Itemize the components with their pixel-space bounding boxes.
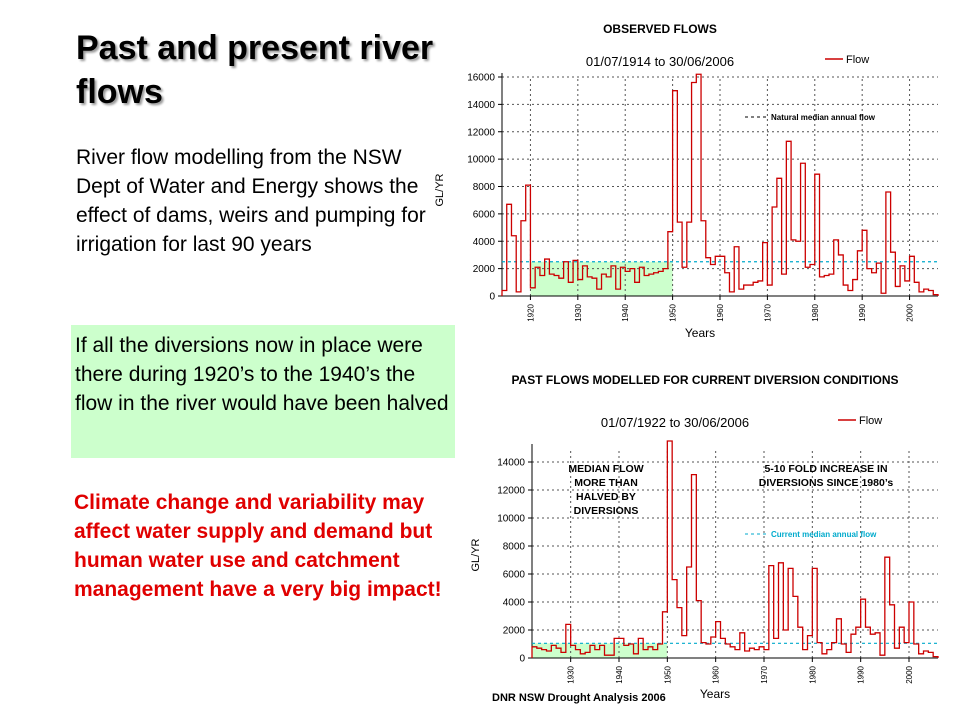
chart2-x-tick-label: 1960 <box>712 665 721 683</box>
chart2-x-tick-label: 1970 <box>760 665 769 683</box>
chart1-x-tick-label: 1990 <box>858 303 867 321</box>
diversion-callout-text: If all the diversions now in place were … <box>75 334 449 415</box>
chart1-y-tick-label: 14000 <box>467 100 495 111</box>
chart2-x-tick-label: 1950 <box>663 665 672 683</box>
chart1-x-tick-label: 1930 <box>574 303 583 321</box>
chart1-x-tick-label: 1940 <box>621 303 630 321</box>
chart2-y-tick-label: 8000 <box>503 542 526 553</box>
chart1-legend-median-label: Natural median annual flow <box>771 113 876 122</box>
chart2-xlabel: Years <box>700 687 730 701</box>
diversion-callout: If all the diversions now in place were … <box>71 325 455 458</box>
chart2-y-tick-label: 6000 <box>503 570 526 581</box>
chart1-y-tick-label: 10000 <box>467 155 495 166</box>
chart2-annotation-1: HALVED BY <box>576 491 636 503</box>
chart2-y-tick-label: 10000 <box>497 514 525 525</box>
chart2-annotation-1: DIVERSIONS <box>574 505 639 517</box>
chart1-title: 01/07/1914 to 30/06/2006 <box>586 54 734 69</box>
chart1-x-tick-label: 1970 <box>763 303 772 321</box>
chart1-y-tick-label: 16000 <box>467 73 495 84</box>
chart2-annotation-1: MORE THAN <box>574 477 638 489</box>
chart1-y-tick-label: 2000 <box>473 264 496 275</box>
chart2-flow-series <box>531 440 939 658</box>
chart2-x-tick-label: 1990 <box>857 665 866 683</box>
chart1-x-tick-label: 1980 <box>811 303 820 321</box>
climate-callout: Climate change and variability may affec… <box>74 491 442 601</box>
chart2-annotation-1: MEDIAN FLOW <box>568 463 643 475</box>
chart2-y-tick-label: 12000 <box>497 486 525 497</box>
chart2-x-tick-label: 1930 <box>567 665 576 683</box>
chart2-heading: PAST FLOWS MODELLED FOR CURRENT DIVERSIO… <box>511 373 899 387</box>
chart1-y-tick-label: 4000 <box>473 237 496 248</box>
chart1-xlabel: Years <box>685 326 715 340</box>
chart2-legend-median-label: Current median annual flow <box>771 530 877 539</box>
chart2-y-tick-label: 4000 <box>503 598 526 609</box>
chart1-flow-series <box>501 73 939 296</box>
chart1-heading: OBSERVED FLOWS <box>603 22 717 36</box>
chart2-y-tick-label: 0 <box>519 654 525 665</box>
chart2-x-tick-label: 1940 <box>615 665 624 683</box>
chart2-ylabel: GL/YR <box>470 538 482 571</box>
chart2-legend-flow-label: Flow <box>859 415 882 427</box>
source-credit: DNR NSW Drought Analysis 2006 <box>492 692 666 704</box>
chart1-x-tick-label: 1960 <box>716 303 725 321</box>
chart1-x-tick-label: 1950 <box>669 303 678 321</box>
chart1-y-tick-label: 6000 <box>473 209 496 220</box>
chart1-ylabel: GL/YR <box>434 173 446 206</box>
chart1-x-tick-label: 1920 <box>526 303 535 321</box>
slide-title: Past and present river flows <box>76 29 434 111</box>
chart1-x-tick-label: 2000 <box>906 303 915 321</box>
chart2-y-tick-label: 14000 <box>497 458 525 469</box>
chart2-title: 01/07/1922 to 30/06/2006 <box>601 415 749 430</box>
chart1-legend-flow-label: Flow <box>846 54 869 66</box>
chart2-x-tick-label: 1980 <box>808 665 817 683</box>
chart2-annotation-2: 5-10 FOLD INCREASE IN <box>764 463 887 475</box>
chart1-y-tick-label: 0 <box>489 292 495 303</box>
chart2-annotation-2: DIVERSIONS SINCE 1980’s <box>759 477 894 489</box>
chart2-x-tick-label: 2000 <box>905 665 914 683</box>
chart2-y-tick-label: 2000 <box>503 626 526 637</box>
chart1-y-tick-label: 12000 <box>467 127 495 138</box>
intro-text: River flow modelling from the NSW Dept o… <box>76 146 426 256</box>
chart1-y-tick-label: 8000 <box>473 182 496 193</box>
